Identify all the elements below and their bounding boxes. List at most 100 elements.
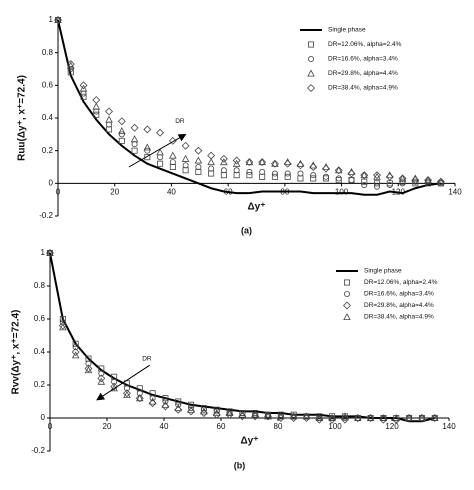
marker-triangle bbox=[398, 174, 407, 182]
marker-circle bbox=[310, 172, 317, 179]
marker-diamond bbox=[110, 382, 119, 391]
marker-square bbox=[162, 395, 169, 402]
marker-square bbox=[335, 177, 342, 184]
marker-diamond bbox=[270, 159, 279, 168]
x-tick-label: 100 bbox=[335, 187, 349, 196]
y-tick-label: 0.4 bbox=[42, 113, 54, 122]
marker-triangle bbox=[174, 404, 183, 412]
marker-diamond bbox=[424, 176, 433, 185]
marker-diamond bbox=[135, 394, 144, 403]
marker-triangle bbox=[207, 158, 215, 166]
marker-triangle bbox=[118, 127, 126, 135]
legend-label: DR=38.4%, alpha=4.9% bbox=[364, 314, 434, 321]
marker-triangle bbox=[130, 135, 139, 143]
marker-triangle bbox=[258, 158, 266, 166]
marker-square bbox=[213, 406, 220, 413]
x-tick-label: 100 bbox=[328, 422, 342, 431]
marker-triangle bbox=[418, 414, 426, 422]
y-tick-label: 0.4 bbox=[34, 347, 46, 356]
legend-label: DR=12.06%, alpha=2.4% bbox=[364, 279, 438, 286]
marker-square bbox=[182, 167, 189, 174]
marker-diamond bbox=[71, 348, 80, 356]
legend-swatch bbox=[343, 290, 350, 297]
marker-square bbox=[220, 172, 227, 179]
marker-triangle bbox=[59, 323, 67, 331]
marker-triangle bbox=[424, 176, 432, 184]
marker-square bbox=[271, 173, 278, 180]
marker-circle bbox=[200, 406, 207, 413]
marker-triangle bbox=[200, 407, 208, 415]
marker-triangle bbox=[392, 414, 401, 422]
marker-triangle bbox=[405, 414, 413, 422]
marker-circle bbox=[322, 173, 329, 180]
y-tick-label: 0.2 bbox=[42, 146, 54, 155]
y-axis-title: Rvv(Δy⁺, x⁺=72.4) bbox=[11, 310, 22, 395]
marker-circle bbox=[412, 178, 419, 185]
marker-square bbox=[322, 175, 329, 182]
marker-triangle bbox=[315, 414, 324, 422]
legend-swatch bbox=[307, 41, 314, 48]
marker-diamond bbox=[97, 374, 106, 383]
y-tick-label: -0.2 bbox=[39, 211, 53, 220]
marker-triangle bbox=[245, 158, 254, 166]
marker-diamond bbox=[168, 136, 177, 145]
marker-triangle bbox=[354, 414, 362, 422]
y-tick-label: -0.2 bbox=[31, 446, 45, 455]
marker-circle bbox=[118, 131, 125, 138]
marker-triangle bbox=[161, 400, 170, 408]
marker-circle bbox=[213, 408, 220, 415]
marker-diamond bbox=[405, 414, 414, 422]
legend-label: DR=29.8%, alpha=4.4% bbox=[364, 302, 434, 309]
marker-circle bbox=[361, 181, 368, 188]
legend-swatch bbox=[343, 301, 351, 310]
marker-square bbox=[80, 93, 87, 100]
marker-diamond bbox=[207, 151, 216, 160]
marker-triangle bbox=[437, 177, 445, 185]
marker-circle bbox=[271, 170, 278, 177]
marker-triangle bbox=[156, 148, 164, 156]
y-tick-label: 0 bbox=[49, 178, 54, 187]
x-tick-label: 120 bbox=[385, 422, 399, 431]
legend-label: DR=16.6%, alpha=3.4% bbox=[364, 291, 434, 298]
marker-diamond bbox=[66, 60, 75, 69]
marker-diamond bbox=[322, 164, 330, 173]
marker-triangle bbox=[366, 414, 375, 422]
y-tick-label: 0.6 bbox=[34, 314, 46, 323]
marker-triangle bbox=[194, 156, 203, 164]
marker-diamond bbox=[430, 414, 439, 422]
marker-triangle bbox=[238, 410, 247, 418]
legend-swatch bbox=[307, 56, 314, 63]
marker-diamond bbox=[117, 117, 126, 126]
marker-diamond bbox=[156, 128, 165, 137]
marker-circle bbox=[182, 162, 189, 169]
marker-circle bbox=[208, 165, 215, 172]
marker-diamond bbox=[309, 163, 318, 171]
marker-square bbox=[277, 411, 284, 418]
marker-diamond bbox=[366, 414, 375, 422]
marker-circle bbox=[259, 168, 266, 175]
marker-square bbox=[67, 69, 74, 76]
marker-square bbox=[374, 180, 381, 187]
marker-triangle bbox=[328, 414, 336, 422]
marker-square bbox=[226, 408, 233, 415]
marker-diamond bbox=[258, 158, 267, 167]
marker-diamond bbox=[123, 389, 131, 398]
caption: (b) bbox=[234, 460, 246, 470]
x-tick-label: 0 bbox=[56, 187, 61, 196]
marker-diamond bbox=[385, 172, 394, 181]
marker-square bbox=[425, 180, 432, 187]
marker-diamond bbox=[296, 161, 305, 170]
x-tick-label: 0 bbox=[48, 422, 53, 431]
y-tick-label: 0.2 bbox=[34, 380, 46, 389]
marker-circle bbox=[246, 168, 253, 175]
marker-circle bbox=[72, 344, 79, 351]
marker-square bbox=[297, 175, 304, 182]
marker-circle bbox=[233, 167, 240, 174]
marker-circle bbox=[188, 405, 195, 412]
marker-triangle bbox=[341, 412, 349, 420]
marker-diamond bbox=[84, 364, 93, 373]
marker-circle bbox=[374, 183, 381, 190]
legend-label: DR=16.6%, alpha=3.4% bbox=[328, 56, 398, 63]
